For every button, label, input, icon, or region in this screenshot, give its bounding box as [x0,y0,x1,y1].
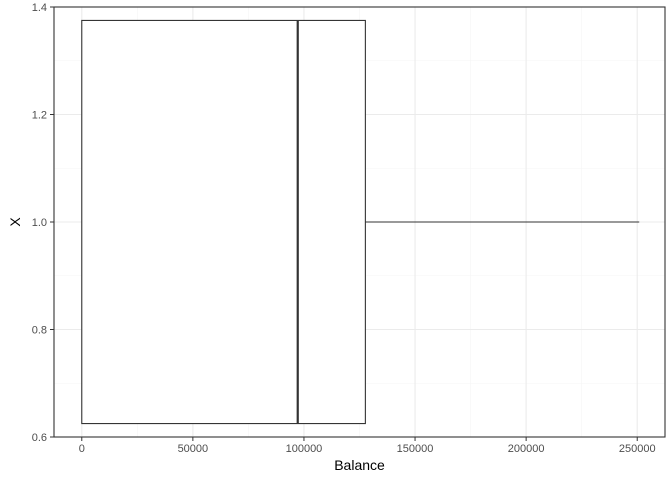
interquartile-box [81,19,366,425]
y-tick-label: 1.4 [32,2,47,14]
y-tick-label: 1.2 [32,110,47,122]
y-tick-label: 0.6 [32,432,47,444]
y-axis-title: X [7,217,23,227]
x-axis-title: Balance [334,457,385,473]
x-tick-label: 150000 [397,443,434,455]
x-tick-label: 250000 [619,443,656,455]
y-tick-label: 0.8 [32,325,47,337]
x-tick-label: 0 [79,443,85,455]
x-tick-label: 100000 [286,443,323,455]
boxplot-marks [81,19,640,425]
y-tick-label: 1.0 [32,217,47,229]
y-axis: 0.6 0.8 1.0 1.2 1.4 [32,2,54,444]
x-tick-label: 50000 [178,443,209,455]
x-tick-label: 200000 [508,443,545,455]
x-axis: 0 50000 100000 150000 200000 250000 [79,437,656,455]
